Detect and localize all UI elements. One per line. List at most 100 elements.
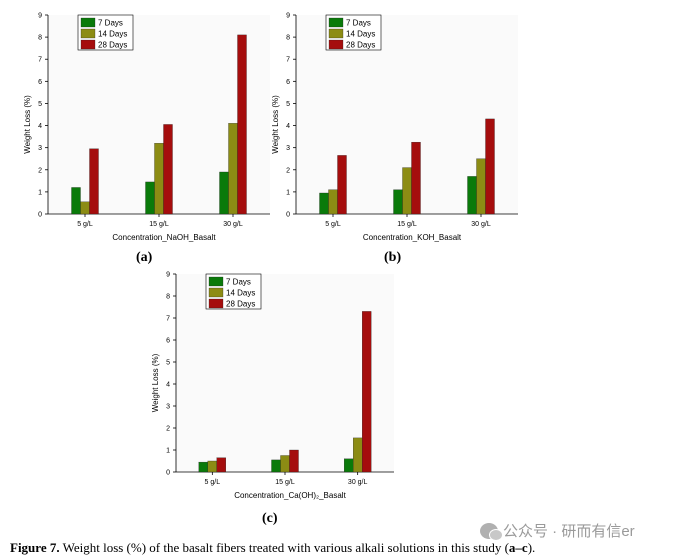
panel-label-a: (a): [136, 250, 153, 265]
bar-c-14-days-1: [280, 455, 290, 473]
y-tick-label: 6: [286, 79, 290, 86]
legend-label: 28 Days: [98, 41, 127, 50]
chart-a-group: 0 1 2 3 4 5 6 7 8 9 Weight Loss (%) 5 g/L 15 g/L 30 g…: [23, 13, 270, 242]
y-axis-label: Weight Loss (%): [151, 353, 160, 412]
y-tick-label: 7: [166, 316, 170, 323]
y-tick-label: 2: [38, 167, 42, 174]
bar-b-14-days-0: [328, 189, 338, 215]
y-tick-label: 0: [166, 470, 170, 477]
chart-a-svg: 0 1 2 3 4 5 6 7 8 9 Weight Loss (%) 5 g/L 15 g/L 30 g…: [23, 13, 270, 242]
y-tick-label: 0: [286, 212, 290, 219]
y-tick-label: 1: [38, 189, 42, 196]
chart-panel-c: 0 1 2 3 4 5 6 7 8 9 Weight Loss (%) 5 g/L 15 g/L 30 g…: [140, 262, 420, 512]
bar-c-7-days-2: [344, 458, 354, 473]
y-tick-label: 4: [38, 123, 42, 130]
x-axis-label: Concentration_NaOH_Basalt: [112, 233, 216, 242]
x-tick-label: 15 g/L: [397, 221, 417, 228]
bar-b-14-days-2: [476, 158, 486, 215]
bar-b-14-days-1: [402, 167, 412, 215]
bar-b-28-days-1: [411, 141, 421, 215]
bar-c-14-days-2: [353, 437, 363, 473]
bar-c-7-days-1: [271, 459, 281, 473]
legend: 7 Days 14 Days 28 Days: [325, 14, 382, 51]
chart-panel-b: 0 1 2 3 4 5 6 7 8 9 Weight Loss (%) 5 g/L 15 g/L 30 g…: [270, 0, 550, 250]
legend-label: 14 Days: [98, 30, 127, 39]
bar-c-7-days-0: [198, 461, 208, 473]
legend: 7 Days 14 Days 28 Days: [205, 273, 262, 310]
legend-swatch: [328, 39, 344, 50]
bar-b-7-days-1: [393, 189, 403, 215]
wechat-icon: [480, 522, 503, 541]
bar-c-28-days-0: [216, 457, 226, 473]
y-tick-label: 8: [166, 294, 170, 301]
y-tick-label: 8: [38, 35, 42, 42]
panel-label-b: (b): [384, 250, 402, 265]
legend-swatch: [328, 17, 344, 28]
legend-label: 7 Days: [226, 278, 251, 287]
caption-range: a–c: [508, 540, 528, 555]
y-tick-label: 7: [38, 57, 42, 64]
legend-swatch: [208, 298, 224, 309]
y-axis-label: Weight Loss (%): [23, 95, 32, 154]
y-tick-label: 3: [286, 145, 290, 152]
chart-b-group: 0 1 2 3 4 5 6 7 8 9 Weight Loss (%) 5 g/L 15 g/L 30 g…: [271, 13, 518, 242]
chart-c-group: 0 1 2 3 4 5 6 7 8 9 Weight Loss (%) 5 g/L 15 g/L 30 g…: [151, 272, 394, 500]
y-tick-label: 3: [166, 404, 170, 411]
x-axis-label: Concentration_Ca(OH)₂_Basalt: [234, 491, 346, 500]
bar-a-14-days-1: [154, 143, 164, 215]
y-tick-label: 6: [166, 338, 170, 345]
y-tick-label: 0: [38, 212, 42, 219]
x-tick-label: 5 g/L: [205, 479, 221, 486]
bar-a-7-days-0: [71, 187, 81, 215]
bar-b-7-days-2: [467, 176, 477, 215]
y-axis-label: Weight Loss (%): [271, 95, 280, 154]
y-tick-label: 1: [166, 448, 170, 455]
y-tick-label: 4: [166, 382, 170, 389]
bar-b-28-days-0: [337, 155, 347, 215]
bar-a-7-days-2: [219, 171, 229, 215]
legend-label: 7 Days: [98, 19, 123, 28]
bar-a-7-days-1: [145, 181, 155, 215]
legend-swatch: [208, 276, 224, 287]
panel-label-c: (c): [262, 511, 278, 526]
x-tick-label: 30 g/L: [471, 221, 491, 228]
caption-end: ).: [527, 540, 536, 555]
watermark: 公众号 · 研而有信er: [480, 520, 635, 541]
bar-a-14-days-2: [228, 123, 238, 215]
y-tick-label: 8: [286, 35, 290, 42]
legend-swatch: [80, 28, 96, 39]
legend-label: 28 Days: [226, 300, 255, 309]
caption-text: Weight loss (%) of the basalt fibers tre…: [59, 540, 509, 555]
x-tick-label: 30 g/L: [223, 221, 243, 228]
y-tick-label: 9: [286, 13, 290, 20]
y-tick-label: 3: [38, 145, 42, 152]
legend-label: 14 Days: [346, 30, 375, 39]
figure-caption: Figure 7. Weight loss (%) of the basalt …: [10, 540, 687, 556]
chart-c-svg: 0 1 2 3 4 5 6 7 8 9 Weight Loss (%) 5 g/L 15 g/L 30 g…: [151, 272, 394, 500]
bar-b-7-days-0: [319, 192, 329, 215]
x-tick-label: 15 g/L: [149, 221, 169, 228]
legend-label: 14 Days: [226, 289, 255, 298]
bar-a-28-days-1: [163, 124, 173, 215]
legend: 7 Days 14 Days 28 Days: [77, 14, 134, 51]
x-axis-label: Concentration_KOH_Basalt: [363, 233, 462, 242]
legend-swatch: [80, 39, 96, 50]
legend-label: 28 Days: [346, 41, 375, 50]
bar-c-14-days-0: [207, 460, 217, 473]
x-tick-label: 30 g/L: [348, 479, 368, 486]
legend-swatch: [80, 17, 96, 28]
y-tick-label: 7: [286, 57, 290, 64]
y-tick-label: 9: [166, 272, 170, 279]
legend-label: 7 Days: [346, 19, 371, 28]
y-tick-label: 1: [286, 189, 290, 196]
legend-swatch: [208, 287, 224, 298]
bar-a-14-days-0: [80, 201, 90, 215]
y-tick-label: 2: [166, 426, 170, 433]
watermark-text: 公众号 · 研而有信er: [503, 523, 635, 540]
chart-b-svg: 0 1 2 3 4 5 6 7 8 9 Weight Loss (%) 5 g/L 15 g/L 30 g…: [271, 13, 518, 242]
y-tick-label: 5: [166, 360, 170, 367]
bar-c-28-days-2: [362, 311, 372, 473]
chart-panel-a: 0 1 2 3 4 5 6 7 8 9 Weight Loss (%) 5 g/L 15 g/L 30 g…: [0, 0, 280, 250]
y-tick-label: 2: [286, 167, 290, 174]
x-tick-label: 15 g/L: [275, 479, 295, 486]
